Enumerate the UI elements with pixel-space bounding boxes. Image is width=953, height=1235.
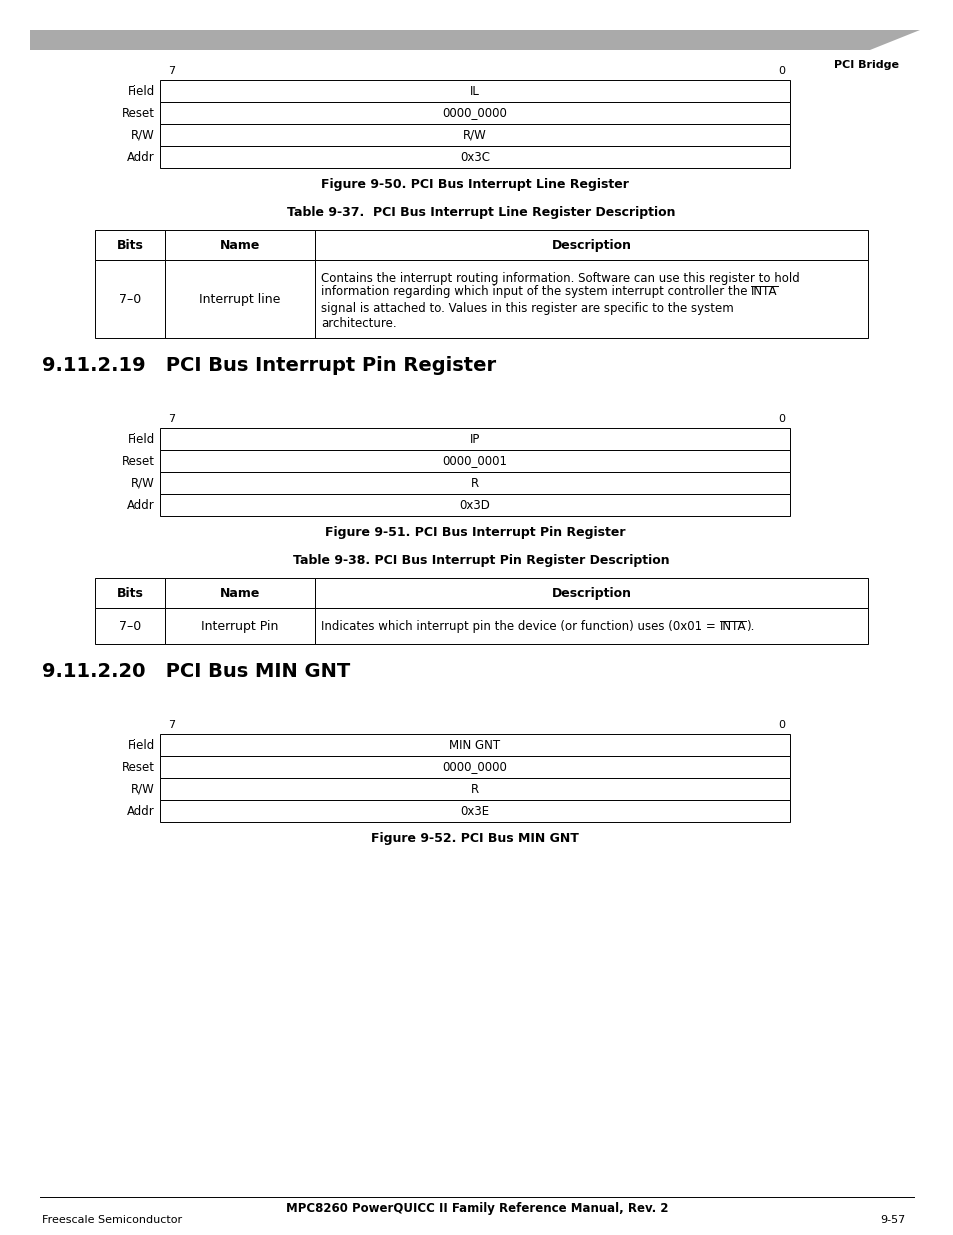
FancyBboxPatch shape xyxy=(314,578,867,608)
Text: Bits: Bits xyxy=(116,238,143,252)
Text: Reset: Reset xyxy=(122,106,154,120)
Text: Indicates which interrupt pin the device (or function) uses (0x01 =: Indicates which interrupt pin the device… xyxy=(320,620,719,632)
Text: 7: 7 xyxy=(169,414,175,424)
Text: Field: Field xyxy=(128,739,154,752)
Text: Name: Name xyxy=(219,587,260,599)
Text: Table 9-37.  PCI Bus Interrupt Line Register Description: Table 9-37. PCI Bus Interrupt Line Regis… xyxy=(287,206,675,219)
Text: signal is attached to. Values in this register are specific to the system: signal is attached to. Values in this re… xyxy=(320,303,733,315)
FancyBboxPatch shape xyxy=(95,578,165,608)
Text: 9.11.2.20   PCI Bus MIN GNT: 9.11.2.20 PCI Bus MIN GNT xyxy=(42,662,350,680)
Text: architecture.: architecture. xyxy=(320,317,396,330)
Text: 0000_0000: 0000_0000 xyxy=(442,106,507,120)
FancyBboxPatch shape xyxy=(165,230,314,261)
Text: R: R xyxy=(471,477,478,489)
Text: Freescale Semiconductor: Freescale Semiconductor xyxy=(42,1215,182,1225)
FancyBboxPatch shape xyxy=(160,778,789,800)
FancyBboxPatch shape xyxy=(160,450,789,472)
Text: R/W: R/W xyxy=(462,128,486,142)
Text: Figure 9-52. PCI Bus MIN GNT: Figure 9-52. PCI Bus MIN GNT xyxy=(371,832,578,845)
Text: Field: Field xyxy=(128,432,154,446)
Text: 0x3D: 0x3D xyxy=(459,499,490,511)
FancyBboxPatch shape xyxy=(165,608,314,643)
FancyBboxPatch shape xyxy=(314,608,867,643)
Text: Contains the interrupt routing information. Software can use this register to ho: Contains the interrupt routing informati… xyxy=(320,272,799,285)
FancyBboxPatch shape xyxy=(160,80,789,103)
FancyBboxPatch shape xyxy=(95,261,165,338)
Text: Interrupt Pin: Interrupt Pin xyxy=(201,620,278,632)
Text: R/W: R/W xyxy=(132,783,154,795)
Text: Addr: Addr xyxy=(127,151,154,163)
Text: Reset: Reset xyxy=(122,761,154,773)
Text: 0000_0000: 0000_0000 xyxy=(442,761,507,773)
Text: Description: Description xyxy=(551,587,631,599)
Text: Description: Description xyxy=(551,238,631,252)
Text: 7–0: 7–0 xyxy=(119,293,141,305)
Text: PCI Bridge: PCI Bridge xyxy=(833,61,898,70)
Text: 7: 7 xyxy=(169,720,175,730)
FancyBboxPatch shape xyxy=(165,261,314,338)
Text: 9-57: 9-57 xyxy=(880,1215,905,1225)
Text: INTA: INTA xyxy=(750,284,777,298)
Text: Field: Field xyxy=(128,84,154,98)
Polygon shape xyxy=(30,30,919,49)
Text: 0x3E: 0x3E xyxy=(460,804,489,818)
Text: 0: 0 xyxy=(778,414,784,424)
FancyBboxPatch shape xyxy=(95,608,165,643)
FancyBboxPatch shape xyxy=(160,734,789,756)
Text: MPC8260 PowerQUICC II Family Reference Manual, Rev. 2: MPC8260 PowerQUICC II Family Reference M… xyxy=(286,1203,667,1215)
FancyBboxPatch shape xyxy=(165,578,314,608)
Text: Reset: Reset xyxy=(122,454,154,468)
Text: IP: IP xyxy=(469,432,479,446)
Text: MIN GNT: MIN GNT xyxy=(449,739,500,752)
Text: Name: Name xyxy=(219,238,260,252)
Text: 0000_0001: 0000_0001 xyxy=(442,454,507,468)
FancyBboxPatch shape xyxy=(160,494,789,516)
FancyBboxPatch shape xyxy=(160,124,789,146)
FancyBboxPatch shape xyxy=(314,261,867,338)
Text: R/W: R/W xyxy=(132,477,154,489)
FancyBboxPatch shape xyxy=(160,103,789,124)
Text: 0: 0 xyxy=(778,65,784,77)
Text: 0: 0 xyxy=(778,720,784,730)
Text: 9.11.2.19   PCI Bus Interrupt Pin Register: 9.11.2.19 PCI Bus Interrupt Pin Register xyxy=(42,356,496,375)
FancyBboxPatch shape xyxy=(160,756,789,778)
Text: Bits: Bits xyxy=(116,587,143,599)
FancyBboxPatch shape xyxy=(160,800,789,823)
Text: R: R xyxy=(471,783,478,795)
Text: 7: 7 xyxy=(169,65,175,77)
Text: IL: IL xyxy=(470,84,479,98)
FancyBboxPatch shape xyxy=(95,230,165,261)
Text: information regarding which input of the system interrupt controller the: information regarding which input of the… xyxy=(320,284,750,298)
Text: R/W: R/W xyxy=(132,128,154,142)
Text: 7–0: 7–0 xyxy=(119,620,141,632)
FancyBboxPatch shape xyxy=(160,429,789,450)
Text: ).: ). xyxy=(745,620,754,632)
Text: INTA: INTA xyxy=(719,620,745,632)
Text: Figure 9-51. PCI Bus Interrupt Pin Register: Figure 9-51. PCI Bus Interrupt Pin Regis… xyxy=(324,526,624,538)
Text: Table 9-38. PCI Bus Interrupt Pin Register Description: Table 9-38. PCI Bus Interrupt Pin Regist… xyxy=(293,555,669,567)
FancyBboxPatch shape xyxy=(160,472,789,494)
FancyBboxPatch shape xyxy=(314,230,867,261)
Text: Addr: Addr xyxy=(127,499,154,511)
Text: 0x3C: 0x3C xyxy=(459,151,490,163)
Text: Addr: Addr xyxy=(127,804,154,818)
Text: Figure 9-50. PCI Bus Interrupt Line Register: Figure 9-50. PCI Bus Interrupt Line Regi… xyxy=(321,178,628,191)
Text: Interrupt line: Interrupt line xyxy=(199,293,280,305)
FancyBboxPatch shape xyxy=(160,146,789,168)
